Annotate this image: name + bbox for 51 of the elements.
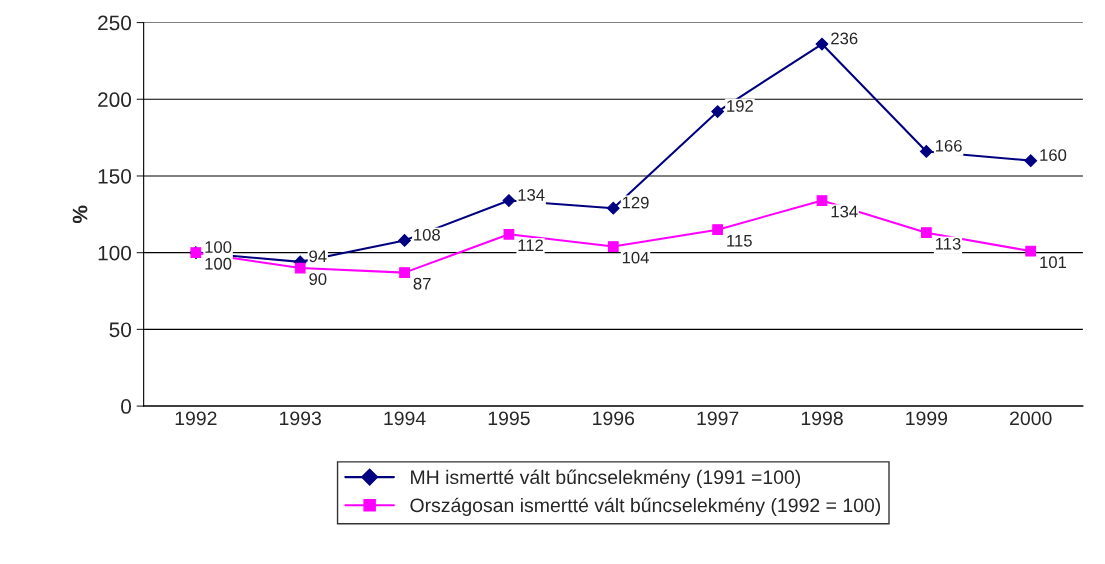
data-label: 100 [205, 257, 232, 270]
point [503, 228, 515, 240]
x-tick-label: 1999 [906, 411, 948, 426]
data-label: 192 [727, 100, 753, 112]
data-label: 100 [205, 241, 232, 253]
point [607, 241, 619, 252]
x-tick-label: 1993 [280, 411, 321, 426]
point [711, 105, 725, 118]
data-label: 113 [935, 237, 961, 250]
data-label: 87 [413, 277, 431, 290]
data-label: 104 [622, 251, 649, 264]
data-label: 134 [831, 205, 858, 218]
point [502, 194, 516, 207]
y-tick-label: 150 [98, 168, 132, 184]
point [606, 201, 620, 215]
point [294, 262, 306, 274]
y-tick-label: 250 [98, 15, 132, 31]
x-tick-label: 1998 [801, 411, 843, 426]
y-tick-label: 0 [121, 399, 132, 414]
data-label: 90 [309, 273, 327, 285]
data-label: 160 [1040, 149, 1067, 161]
data-label: 94 [309, 250, 327, 263]
y-tick-label: 200 [98, 92, 132, 108]
x-tick-label: 1994 [384, 411, 426, 426]
data-label: 134 [518, 189, 545, 201]
point [712, 224, 724, 236]
y-tick-label: 100 [98, 245, 132, 261]
point [816, 195, 828, 206]
data-label: 108 [414, 228, 440, 241]
x-tick-label: 1995 [488, 411, 530, 426]
data-label: 112 [518, 239, 543, 252]
point [920, 227, 932, 239]
x-tick-label: 1996 [593, 411, 635, 426]
point [399, 267, 410, 278]
data-label: 166 [935, 139, 962, 152]
legend-label: Országosan ismertté vált bűncselekmény (1992 = 100) [410, 497, 881, 517]
data-label: 115 [727, 235, 752, 247]
point [815, 37, 829, 51]
y-axis-title: % [72, 205, 88, 224]
data-label: 101 [1040, 256, 1067, 269]
point [398, 233, 411, 247]
legend-label: MH ismertté vált bűncselekmény (1991 =100) [411, 469, 801, 488]
y-tick-label: 50 [109, 322, 132, 338]
data-label: 236 [831, 32, 858, 45]
data-label: 129 [622, 196, 649, 209]
x-tick-label: 1997 [697, 411, 739, 426]
x-tick-label: 1992 [175, 411, 217, 426]
point [1024, 154, 1038, 168]
point [919, 145, 933, 158]
x-tick-label: 2000 [1010, 411, 1052, 426]
point [1025, 245, 1037, 257]
